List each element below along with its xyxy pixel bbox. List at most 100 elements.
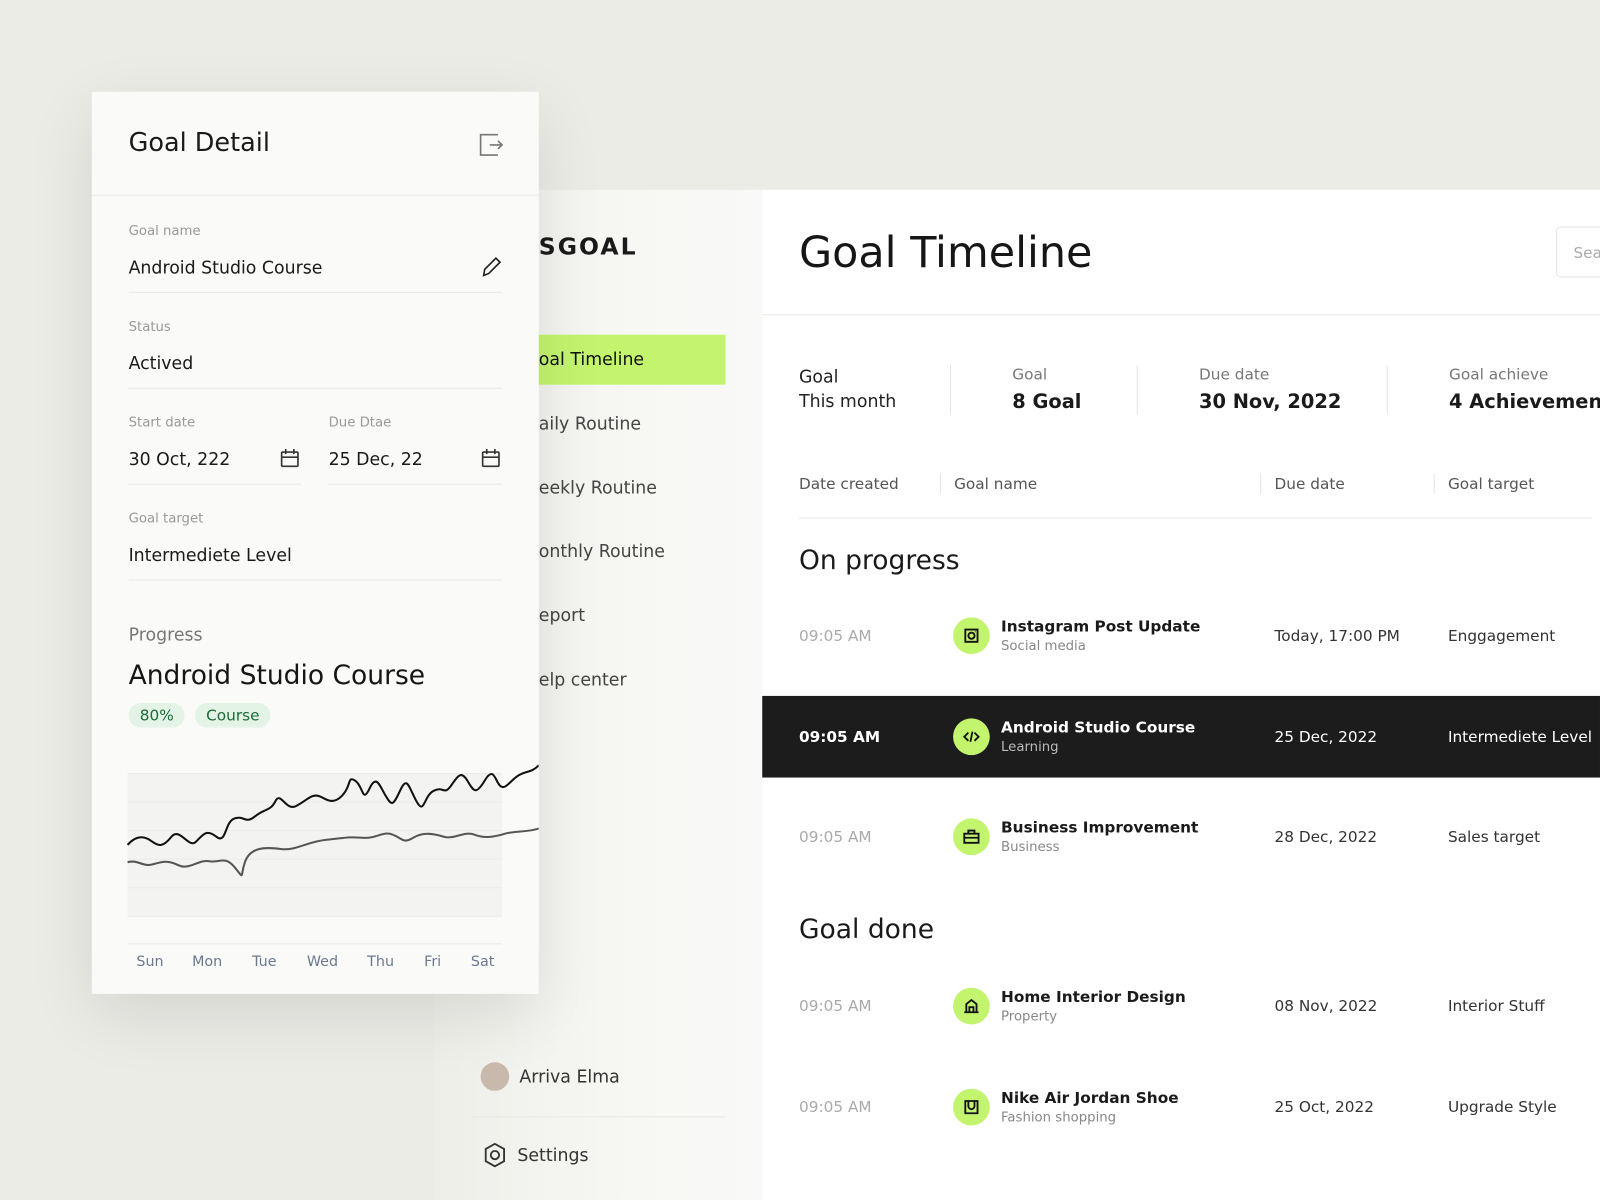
divider bbox=[949, 365, 952, 415]
stat-label: Goal achieve bbox=[1448, 365, 1549, 384]
tag: 80% bbox=[128, 703, 186, 728]
user-name[interactable]: Arriva Elma bbox=[519, 1067, 620, 1088]
section-title: Goal done bbox=[798, 914, 935, 946]
day-label: Fri bbox=[424, 953, 442, 970]
row-target: Upgrade Style bbox=[1447, 1097, 1557, 1117]
icon-glyph bbox=[963, 829, 980, 844]
stat-value: 8 Goal bbox=[1012, 390, 1082, 413]
divider bbox=[471, 1116, 726, 1118]
column-header: Date created bbox=[798, 474, 899, 493]
day-label: Thu bbox=[367, 953, 395, 970]
icon-glyph bbox=[964, 628, 979, 643]
divider bbox=[1136, 365, 1138, 415]
sidebar-icons bbox=[480, 1062, 510, 1168]
divider bbox=[798, 517, 1592, 519]
day-label: Sat bbox=[470, 953, 495, 970]
divider bbox=[1386, 365, 1388, 415]
card-title: Goal Detail bbox=[128, 127, 270, 158]
row-due: 08 Nov, 2022 bbox=[1274, 996, 1378, 1016]
divider bbox=[91, 194, 539, 196]
field-label: Goal name bbox=[128, 223, 201, 239]
card-graphics bbox=[126, 133, 539, 945]
trend-line-primary bbox=[126, 764, 539, 846]
row-name: Instagram Post Update bbox=[1001, 617, 1201, 636]
divider bbox=[128, 387, 503, 389]
row-name: Home Interior Design bbox=[1001, 987, 1186, 1007]
icon-glyph bbox=[964, 998, 979, 1014]
row-category: Learning bbox=[1001, 739, 1059, 756]
field-value[interactable]: Intermediete Level bbox=[128, 545, 292, 567]
row-time: 09:05 AM bbox=[798, 827, 872, 846]
row-name: Business Improvement bbox=[1001, 818, 1199, 837]
field-label: Start date bbox=[128, 415, 196, 431]
settings-link[interactable]: Settings bbox=[517, 1145, 589, 1167]
goal-icon bbox=[953, 617, 990, 655]
search-box[interactable] bbox=[1556, 226, 1600, 278]
row-due: Today, 17:00 PM bbox=[1274, 626, 1400, 645]
progress-title: Android Studio Course bbox=[128, 660, 426, 692]
row-category: Fashion shopping bbox=[1001, 1110, 1117, 1126]
stat-value: This month bbox=[798, 391, 897, 413]
icon-circle bbox=[953, 1088, 990, 1126]
section-title: On progress bbox=[798, 545, 960, 576]
chart-bands bbox=[127, 772, 503, 945]
page-title: Goal Timeline bbox=[798, 227, 1093, 278]
nav-item[interactable]: oal Timeline bbox=[538, 349, 645, 371]
stat-label: Due date bbox=[1198, 365, 1270, 384]
row-target: Enggagement bbox=[1447, 626, 1556, 645]
stat-label: Goal bbox=[1012, 365, 1048, 384]
field-value[interactable]: Android Studio Course bbox=[128, 257, 323, 279]
column-header: Due date bbox=[1274, 474, 1345, 493]
row-time: 09:05 AM bbox=[798, 1097, 872, 1117]
divider bbox=[128, 483, 302, 485]
row-category: Property bbox=[1001, 1009, 1058, 1025]
row-due: 25 Dec, 2022 bbox=[1274, 727, 1378, 746]
divider bbox=[1433, 473, 1435, 494]
divider bbox=[128, 291, 503, 293]
stat-label: Goal bbox=[798, 367, 839, 388]
field-label: Status bbox=[128, 319, 171, 335]
user-avatar[interactable] bbox=[480, 1062, 510, 1091]
field-value[interactable]: 30 Oct, 222 bbox=[128, 449, 231, 471]
goal-row[interactable] bbox=[762, 695, 1600, 778]
field-value[interactable]: 25 Dec, 22 bbox=[328, 449, 423, 471]
row-time: 09:05 AM bbox=[798, 996, 872, 1016]
icon-glyph bbox=[964, 1100, 979, 1115]
calendar-icon[interactable] bbox=[280, 448, 299, 468]
nav-active-bg bbox=[510, 334, 726, 385]
day-label: Sun bbox=[136, 953, 164, 970]
goal-icon bbox=[953, 987, 990, 1025]
nav-item[interactable]: aily Routine bbox=[538, 413, 642, 435]
field-value[interactable]: Actived bbox=[128, 353, 194, 375]
nav-item[interactable]: elp center bbox=[538, 670, 627, 691]
exit-icon[interactable] bbox=[479, 133, 504, 156]
nav-item[interactable]: eekly Routine bbox=[538, 477, 657, 499]
column-header: Goal name bbox=[954, 474, 1038, 493]
field-label: Due Dtae bbox=[328, 415, 392, 431]
trend-line-secondary bbox=[127, 827, 539, 877]
field-label: Goal target bbox=[128, 511, 204, 527]
tag: Course bbox=[194, 703, 271, 728]
row-due: 28 Dec, 2022 bbox=[1274, 827, 1378, 846]
divider bbox=[939, 473, 941, 494]
goal-icon bbox=[953, 718, 990, 756]
row-time: 09:05 AM bbox=[798, 727, 881, 746]
stat-value: 30 Nov, 2022 bbox=[1198, 390, 1342, 413]
row-target: Intermediete Level bbox=[1447, 727, 1593, 746]
stat-value: 4 Achievement bbox=[1448, 390, 1600, 413]
row-target: Sales target bbox=[1447, 827, 1541, 846]
row-name: Android Studio Course bbox=[1001, 718, 1196, 737]
search-placeholder: Sea bbox=[1573, 243, 1600, 263]
calendar-icon[interactable] bbox=[481, 448, 500, 468]
main-panel bbox=[762, 189, 1600, 1200]
nav-item[interactable]: onthly Routine bbox=[538, 542, 665, 563]
row-time: 09:05 AM bbox=[798, 626, 872, 645]
edit-icon[interactable] bbox=[482, 257, 502, 277]
row-category: Business bbox=[1001, 839, 1060, 856]
day-label: Tue bbox=[252, 953, 277, 970]
settings-icon[interactable] bbox=[484, 1142, 505, 1168]
nav-item[interactable]: eport bbox=[538, 606, 586, 627]
day-label: Wed bbox=[306, 953, 339, 970]
